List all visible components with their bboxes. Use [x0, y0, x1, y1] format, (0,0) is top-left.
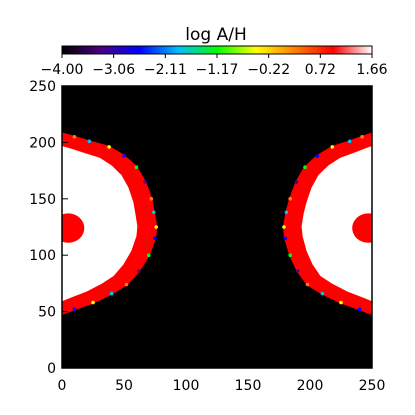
- fringe-speckle: [147, 253, 151, 257]
- fringe-speckle: [72, 307, 77, 312]
- x-tick-label: 0: [58, 378, 67, 394]
- fringe-speckle: [107, 145, 111, 149]
- fringe-speckle: [339, 300, 343, 305]
- fringe-speckle: [153, 236, 157, 241]
- y-tick-label: 150: [29, 192, 56, 208]
- right-lobe-core: [301, 146, 372, 302]
- fringe-speckle: [357, 307, 362, 312]
- x-tick-label: 150: [235, 378, 262, 394]
- left-red-core: [62, 213, 85, 243]
- colorbar-tick-label: −4.00: [41, 62, 84, 78]
- fringe-speckle: [124, 282, 129, 287]
- fringe-speckle: [320, 291, 325, 296]
- colorbar-gradient: [61, 45, 373, 55]
- fringe-speckle: [134, 165, 139, 169]
- colorbar-tick-label: −3.06: [92, 62, 135, 78]
- x-tick-label: 250: [359, 378, 386, 394]
- fringe-speckle: [347, 139, 352, 144]
- fringe-speckle: [122, 154, 126, 158]
- fringe-speckle: [288, 253, 293, 257]
- fringe-speckle: [330, 145, 335, 149]
- colorbar-tick-label: −0.22: [247, 62, 290, 78]
- right-red-core: [352, 213, 372, 243]
- fringe-speckle: [305, 282, 310, 287]
- fringe-speckle: [87, 139, 92, 144]
- fringe-speckle: [152, 210, 156, 215]
- x-tick-label: 100: [173, 378, 200, 394]
- plot-area: [61, 85, 373, 369]
- x-tick-label: 50: [115, 378, 133, 394]
- y-tick-label: 0: [47, 361, 56, 377]
- fringe-speckle: [282, 225, 286, 229]
- fringe-speckle: [360, 135, 364, 139]
- y-tick-label: 200: [29, 135, 56, 151]
- fringe-speckle: [303, 165, 307, 169]
- fringe-speckle: [294, 180, 299, 184]
- colorbar-tick-label: 1.66: [356, 62, 387, 78]
- y-tick-label: 250: [29, 79, 56, 95]
- fringe-speckle: [72, 135, 77, 139]
- fringe-speckle: [109, 291, 114, 296]
- x-axis: 0 50 100 150 200 250: [58, 362, 386, 394]
- fringe-speckle: [143, 180, 147, 184]
- colorbar-tick-label: −2.11: [144, 62, 187, 78]
- fringe-speckle: [149, 197, 154, 201]
- colorbar-tick-label: −1.17: [196, 62, 239, 78]
- map-regions: [62, 132, 372, 315]
- fringe-speckle: [137, 269, 141, 273]
- fringe-speckle: [91, 300, 95, 305]
- fringe-speckle: [288, 197, 293, 201]
- y-axis: 0 50 100 150 200 250: [29, 79, 68, 377]
- colorbar: −4.00 −3.06 −2.11 −1.17 −0.22 0.72 1.66: [41, 45, 388, 78]
- fringe-speckle: [283, 236, 288, 241]
- left-lobe-core: [62, 146, 138, 302]
- fringe-speckle: [295, 269, 300, 273]
- fringe-speckle: [315, 154, 320, 158]
- chart-title: log A/H: [185, 25, 246, 45]
- colorbar-tick-label: 0.72: [305, 62, 336, 78]
- plot-frame: [61, 85, 373, 369]
- y-tick-label: 50: [38, 305, 56, 321]
- fringe-speckle: [284, 210, 289, 215]
- fringe-speckle: [154, 225, 158, 229]
- x-tick-label: 200: [297, 378, 324, 394]
- colorbar-ticks: −4.00 −3.06 −2.11 −1.17 −0.22 0.72 1.66: [41, 54, 388, 78]
- y-tick-label: 100: [29, 248, 56, 264]
